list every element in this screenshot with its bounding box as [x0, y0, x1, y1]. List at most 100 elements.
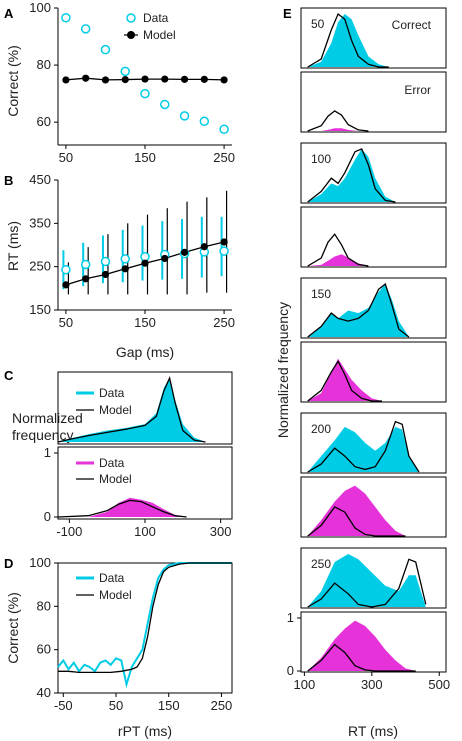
panel-e-frame	[300, 476, 447, 538]
panel-c-plot: 0 1 -100 100 300	[44, 375, 232, 539]
panel-e-frame	[300, 547, 447, 609]
panel-e-ylabel: Normalized frequency	[275, 302, 291, 438]
panel-e-frame	[300, 611, 447, 673]
panel-e-xtick-label: 500	[428, 677, 450, 692]
panel-b-data-point	[100, 256, 111, 267]
panel-b-model-point	[101, 270, 110, 279]
panel-a-data-point	[80, 24, 91, 34]
panel-e-plot: 50 100 150 200 250 0 1 100 300 500	[287, 7, 450, 692]
panel-a-data-point	[61, 12, 71, 23]
panel-e-data-area	[307, 128, 369, 131]
panel-d-ytick-label: 60	[37, 642, 51, 657]
panel-b-ylabel: RT (ms)	[5, 221, 21, 271]
panel-b-model-point	[121, 265, 129, 273]
panel-a-data-point	[179, 111, 190, 121]
panel-e-model-curve	[307, 110, 369, 132]
panel-c-ytick-label: 1	[44, 445, 51, 460]
panel-label-b: B	[4, 173, 13, 188]
panel-e-model-curve	[307, 233, 369, 267]
panel-b-data-point	[219, 246, 229, 256]
panel-e-frame	[300, 206, 447, 268]
panel-e-data-area	[307, 426, 419, 472]
panel-e-data-area	[307, 554, 426, 607]
panel-c-xtick-label: 300	[210, 524, 232, 539]
panel-a-model-point	[200, 75, 208, 83]
panel-a-legend-data: Data	[143, 11, 169, 25]
panel-e-data-area	[307, 14, 389, 67]
panel-a-model-point	[101, 76, 110, 84]
panel-a-xtick-label: 150	[134, 150, 156, 165]
panel-a-plot: 50 150 250 60 80 100	[29, 0, 235, 165]
panel-a-model-point	[62, 76, 70, 84]
panel-e-model-curve	[307, 420, 420, 473]
panel-b-model-point	[82, 275, 90, 283]
panel-d-data-line	[57, 562, 232, 689]
panel-e-error-label: Error	[404, 83, 431, 97]
panel-c-legend-model: Model	[99, 403, 132, 417]
panel-a-data-point	[140, 88, 150, 99]
panel-e-gap-label: 250	[311, 557, 331, 571]
panel-b-model-point	[180, 248, 189, 256]
panel-a-model-point	[180, 75, 189, 83]
panel-d-legend-data: Data	[99, 571, 125, 585]
panel-b-ytick-label: 250	[29, 259, 51, 274]
panel-label-d: D	[4, 556, 13, 571]
panel-e-model-curve	[307, 148, 396, 203]
panel-e-xtick-label: 100	[294, 677, 316, 692]
panel-a-data-point	[219, 124, 229, 135]
panel-e-frame	[300, 412, 447, 474]
panel-c-legend-data2: Data	[99, 456, 125, 470]
panel-e-data-area	[307, 284, 409, 337]
panel-c-ytick-label: 0	[44, 509, 51, 524]
panel-b-ytick-label: 150	[29, 302, 51, 317]
panel-b-xtick-label: 250	[213, 315, 235, 330]
panel-e-frame	[300, 142, 447, 204]
panel-c-legend-model2: Model	[99, 472, 132, 486]
panel-a-model-point	[161, 75, 169, 83]
panel-a-legend-model: Model	[143, 28, 176, 42]
panel-e-frame	[300, 341, 447, 403]
panel-b-xlabel: Gap (ms)	[116, 344, 174, 360]
panel-e-frame	[300, 277, 447, 339]
panel-e-model-curve	[307, 12, 389, 68]
panel-e-data-area	[307, 620, 416, 671]
panel-b-model-point	[220, 238, 228, 246]
panel-d-plot: -50 50 150 250 40 60 80 100	[29, 555, 232, 713]
panel-a-model-point	[121, 76, 129, 84]
panel-a-legend-model-marker	[127, 31, 135, 39]
panel-d-xtick-label: 150	[158, 698, 180, 713]
panel-b-ytick-label: 350	[29, 215, 51, 230]
panel-e-data-area	[307, 149, 396, 202]
panel-label-e: E	[283, 6, 292, 21]
panel-d-model-line	[58, 562, 232, 674]
panel-e-data-area	[307, 485, 406, 536]
panel-a-xtick-label: 50	[59, 150, 73, 165]
panel-b-plot: 50 150 250 150 250 350 450	[29, 172, 235, 330]
panel-e-data-area	[307, 358, 382, 401]
panel-b-model-point	[161, 254, 169, 263]
panel-a-data-point	[120, 66, 130, 77]
panel-d-xtick-label: 50	[109, 698, 123, 713]
panel-a-ylabel: Correct (%)	[5, 45, 21, 117]
panel-d-xtick-label: 250	[211, 698, 233, 713]
panel-b-model-point	[141, 259, 149, 267]
panel-e-xtick-label: 300	[361, 677, 383, 692]
panel-e-model-curve	[307, 359, 382, 402]
panel-b-model-point	[62, 281, 70, 289]
panel-d-xlabel: rPT (ms)	[118, 723, 172, 739]
panel-c-model-curve	[57, 499, 187, 518]
panel-e-frame	[300, 71, 447, 133]
panel-a-data-point	[160, 99, 170, 110]
panel-e-model-curve	[307, 643, 416, 672]
panel-c-legend-data: Data	[99, 386, 125, 400]
panel-e-ytick-label: 0	[287, 663, 294, 678]
panel-e-data-area	[307, 254, 369, 266]
panel-d-frame	[57, 562, 233, 694]
panel-b-xtick-label: 50	[59, 315, 73, 330]
panel-b-data-point	[80, 259, 91, 270]
panel-a-model-point	[82, 74, 90, 82]
panel-d-legend-model: Model	[99, 588, 132, 602]
panel-a-ytick-label: 60	[37, 114, 51, 129]
panel-c-xtick-label: -100	[56, 524, 82, 539]
